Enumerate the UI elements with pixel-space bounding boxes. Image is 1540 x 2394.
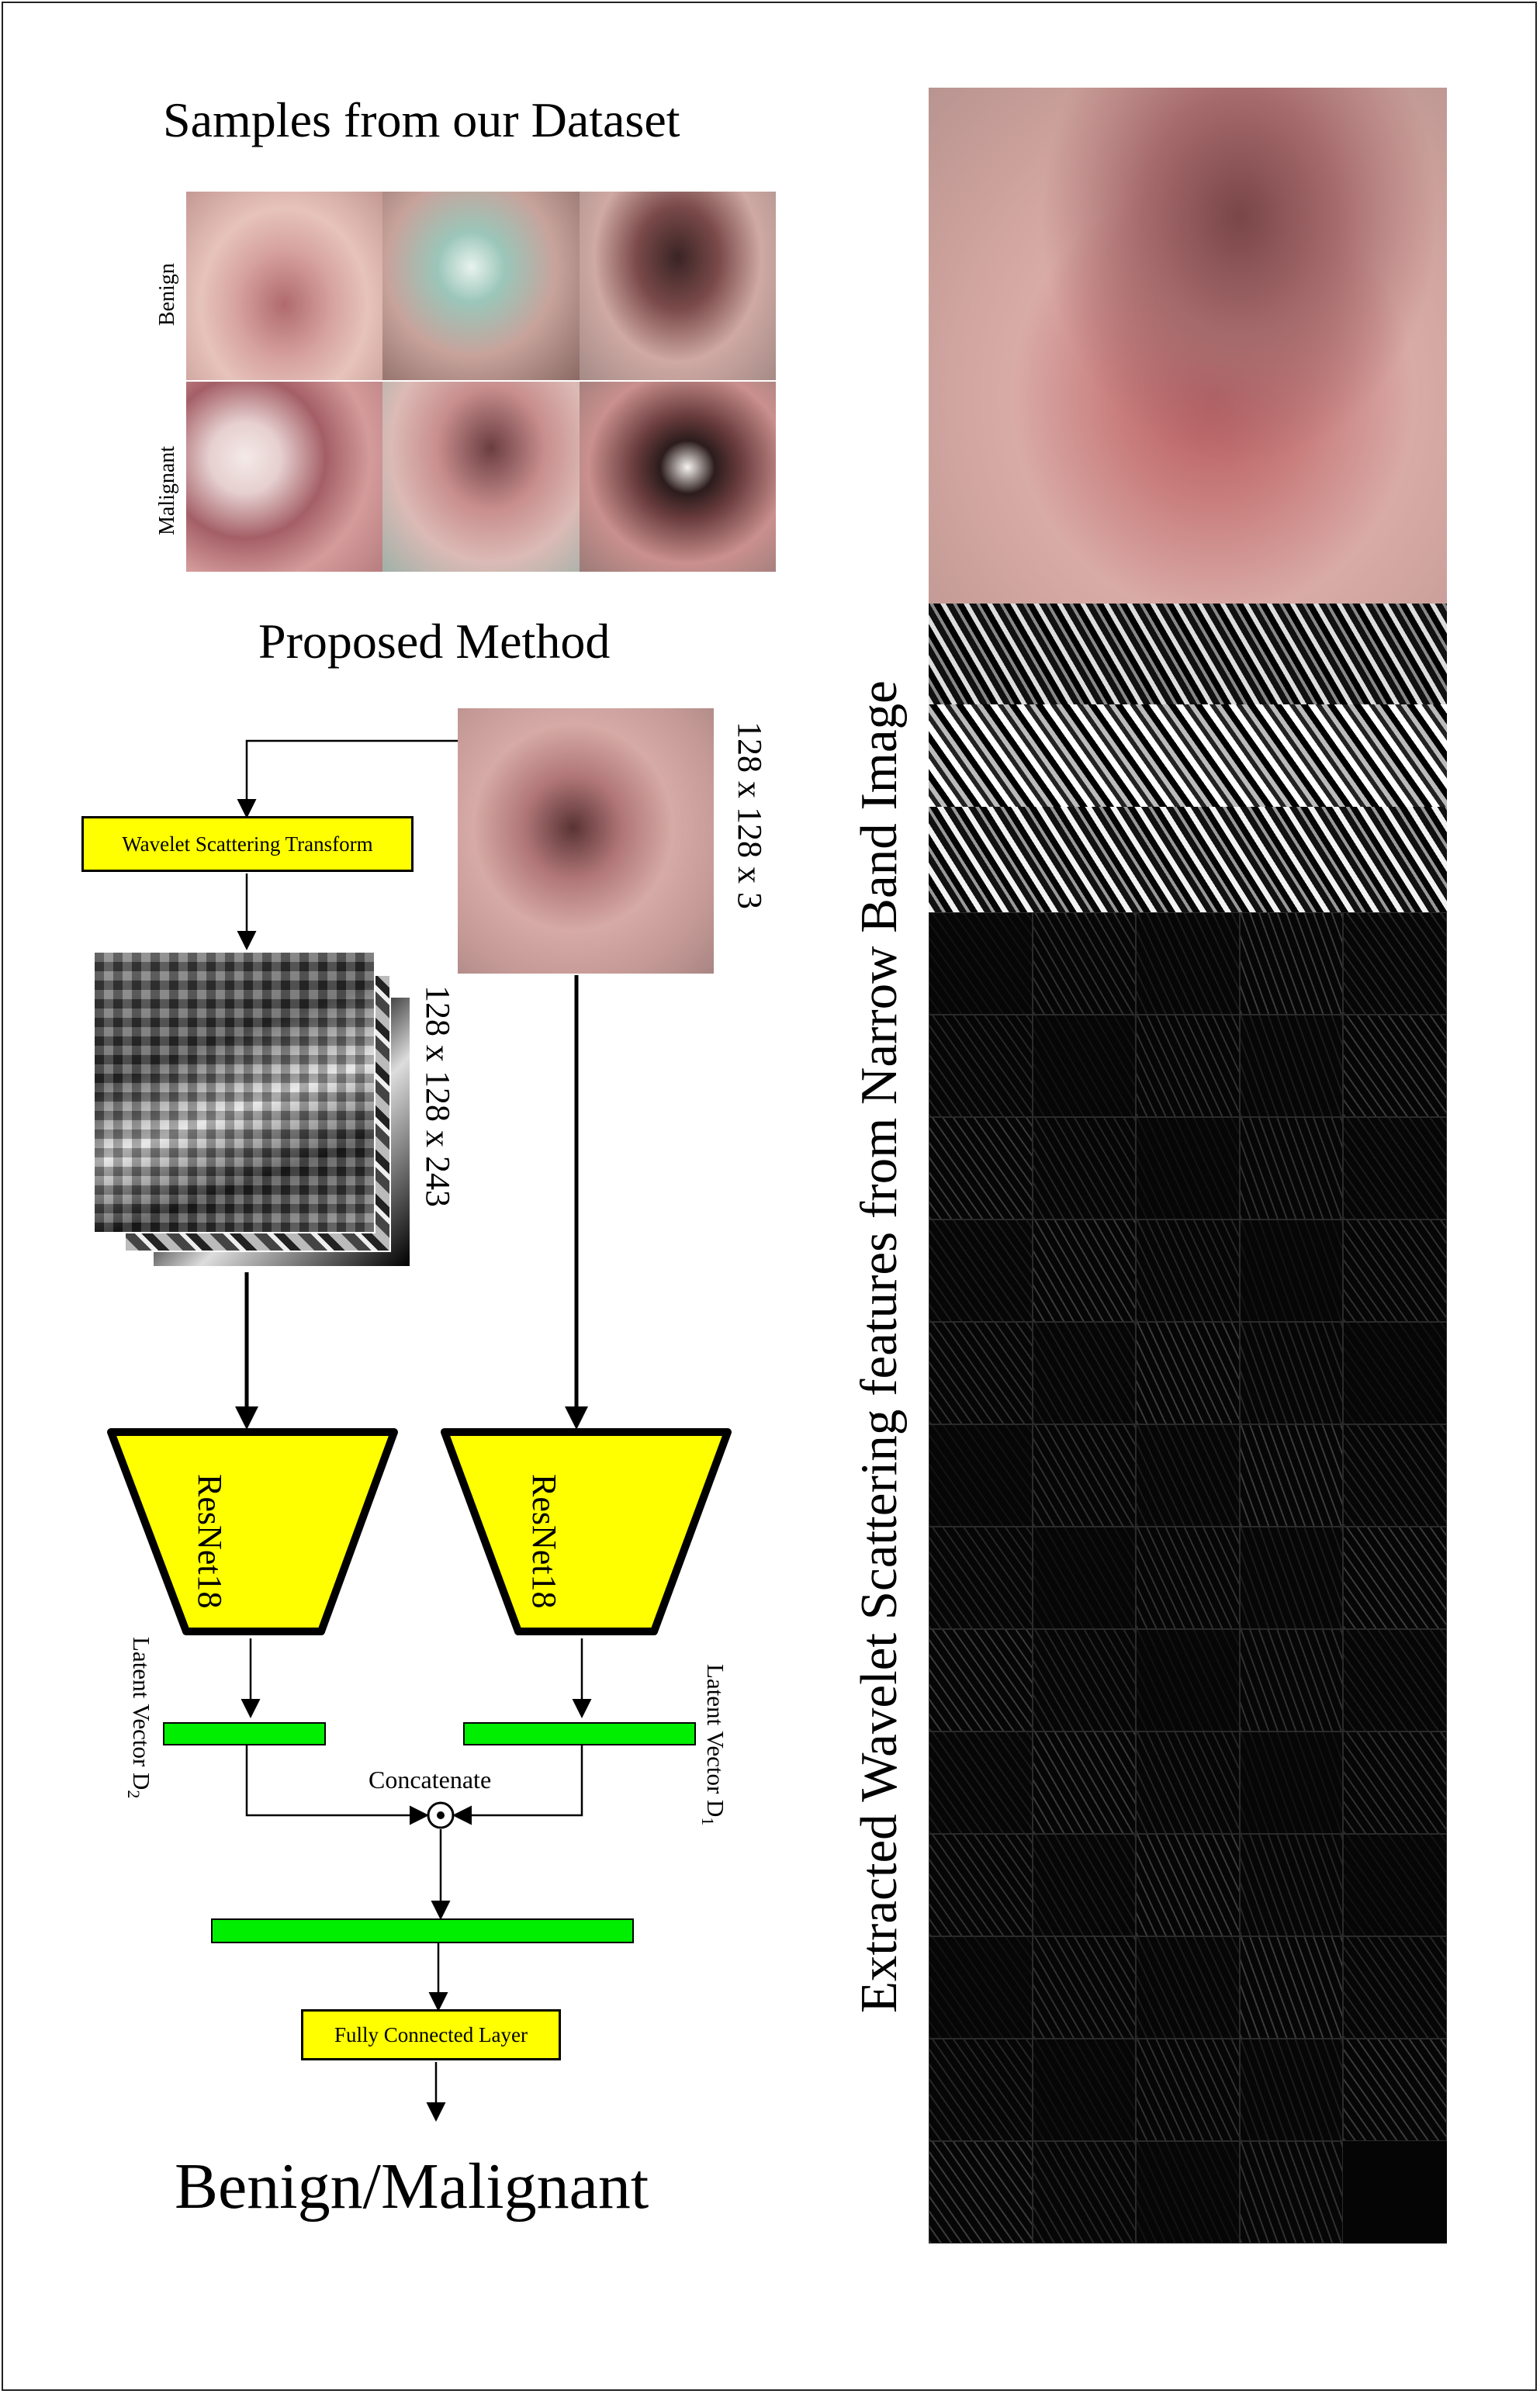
scattering-tile xyxy=(1136,1936,1240,2039)
scattering-tile xyxy=(929,1015,1033,1117)
scattering-tile xyxy=(929,1731,1033,1834)
scattering-tile xyxy=(1343,2039,1447,2141)
scattering-strip-2 xyxy=(929,704,1447,807)
latent-vector-right xyxy=(463,1722,696,1745)
scattering-tile xyxy=(1136,1834,1240,1936)
scattering-strip-1 xyxy=(929,604,1447,704)
scattering-tile xyxy=(929,2039,1033,2141)
scattering-tile xyxy=(929,1629,1033,1731)
scattering-tile xyxy=(1239,1629,1344,1731)
scattering-strip-3 xyxy=(929,807,1447,912)
sample-malignant-2 xyxy=(382,382,580,572)
scattering-tile xyxy=(1032,1117,1137,1219)
scattering-tile xyxy=(1032,1219,1137,1322)
scattering-tile xyxy=(1343,1834,1447,1936)
resnet-left-block xyxy=(107,1428,398,1635)
scattering-tile xyxy=(929,1322,1033,1424)
scattering-tile xyxy=(1032,1527,1137,1629)
latent-vector-left xyxy=(163,1722,326,1745)
output-label: Benign/Malignant xyxy=(175,2150,649,2223)
sample-benign-2 xyxy=(382,192,580,380)
concat-dot-icon xyxy=(437,1811,445,1819)
scattering-tile xyxy=(1136,912,1240,1015)
scattering-tile xyxy=(1239,1731,1344,1834)
sample-malignant-1 xyxy=(186,382,382,572)
scattering-tile-grid xyxy=(929,912,1447,2244)
scattering-tile xyxy=(929,1117,1033,1219)
feature-stack xyxy=(93,951,411,1269)
nbi-source-image xyxy=(929,88,1447,604)
concat-label: Concatenate xyxy=(369,1766,492,1794)
method-title: Proposed Method xyxy=(258,614,611,669)
scattering-tile xyxy=(1343,1936,1447,2039)
scattering-tile xyxy=(1239,1117,1344,1219)
arrow-latent-right-to-concat xyxy=(452,1745,583,1825)
scattering-tile xyxy=(929,1527,1033,1629)
scattering-tile xyxy=(929,1936,1033,2039)
samples-title: Samples from our Dataset xyxy=(163,92,680,147)
scattering-tile xyxy=(1136,1424,1240,1527)
resnet-left-label: ResNet18 xyxy=(191,1474,229,1609)
scattering-tile xyxy=(929,1219,1033,1322)
sample-malignant-3 xyxy=(580,382,776,572)
scattering-tile xyxy=(1136,1527,1240,1629)
scattering-tile xyxy=(1343,1527,1447,1629)
scattering-tile xyxy=(1343,912,1447,1015)
scattering-tile xyxy=(1032,912,1137,1015)
scattering-tile xyxy=(1343,1731,1447,1834)
scattering-tile xyxy=(1343,1629,1447,1731)
scattering-tile xyxy=(1239,2039,1344,2141)
sample-benign-1 xyxy=(186,192,382,380)
scattering-tile xyxy=(1239,1936,1344,2039)
scattering-tile xyxy=(1032,1424,1137,1527)
scattering-tile xyxy=(1032,1834,1137,1936)
scattering-tile xyxy=(1239,1424,1344,1527)
scattering-tile xyxy=(929,1834,1033,1936)
scattering-tile xyxy=(1136,1731,1240,1834)
scattering-tile xyxy=(1343,1015,1447,1117)
arrow-input-to-wst xyxy=(237,739,458,818)
merged-vector xyxy=(211,1918,634,1943)
scattering-tile xyxy=(1032,2039,1137,2141)
scattering-tile xyxy=(1239,2141,1344,2244)
scattering-tile xyxy=(929,912,1033,1015)
scattering-tile xyxy=(929,2141,1033,2244)
scattering-tile xyxy=(1032,1731,1137,1834)
scattering-tile xyxy=(1032,1015,1137,1117)
scattering-tile xyxy=(1239,1322,1344,1424)
scattering-tile xyxy=(1032,1629,1137,1731)
scattering-tile xyxy=(1239,1834,1344,1936)
scattering-tile xyxy=(1136,1015,1240,1117)
scattering-tile xyxy=(1239,912,1344,1015)
sample-benign-3 xyxy=(580,192,776,380)
fc-box: Fully Connected Layer xyxy=(301,2009,561,2060)
wst-box: Wavelet Scattering Transform xyxy=(81,816,414,872)
scattering-tile xyxy=(1032,1936,1137,2039)
scattering-tile xyxy=(1343,1117,1447,1219)
arrow-latent-left-to-concat xyxy=(245,1745,429,1825)
scattering-tile xyxy=(1136,1219,1240,1322)
scattering-tile xyxy=(1032,1322,1137,1424)
scattering-tile xyxy=(1136,2141,1240,2244)
input-image xyxy=(458,708,714,974)
scattering-tile xyxy=(1136,1629,1240,1731)
latent-left-label: Latent Vector D2 xyxy=(123,1637,155,1799)
scattering-tile xyxy=(1032,2141,1137,2244)
scattering-tile xyxy=(929,1424,1033,1527)
scattering-tile xyxy=(1343,1424,1447,1527)
scattering-tile xyxy=(1136,1117,1240,1219)
resnet-right-block xyxy=(441,1428,732,1635)
feature-layer-front xyxy=(93,951,375,1233)
scattering-tile xyxy=(1239,1527,1344,1629)
scattering-tile xyxy=(1239,1015,1344,1117)
scattering-tile xyxy=(1136,2039,1240,2141)
scattering-tile xyxy=(1343,1322,1447,1424)
resnet-right-label: ResNet18 xyxy=(525,1474,563,1609)
scattering-tile xyxy=(1239,1219,1344,1322)
scattering-tile xyxy=(1136,1322,1240,1424)
scattering-tile xyxy=(1343,1219,1447,1322)
